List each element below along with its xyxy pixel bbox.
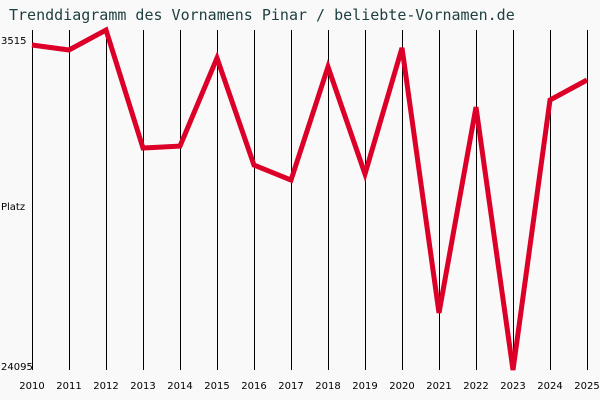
x-tick-label: 2018	[315, 381, 341, 392]
x-tick-label: 2022	[463, 381, 489, 392]
y-axis-label: Platz	[1, 202, 26, 213]
vertical-gridlines	[32, 30, 588, 370]
x-tick-label: 2019	[352, 381, 378, 392]
x-tick-label: 2020	[389, 381, 415, 392]
x-tick-label: 2021	[426, 381, 452, 392]
series-line-pinar	[31, 26, 589, 371]
y-tick-bottom: 24095	[1, 362, 33, 373]
y-tick-top: 3515	[1, 36, 27, 47]
x-tick-label: 2013	[130, 381, 156, 392]
x-tick-label: 2016	[241, 381, 267, 392]
x-tick-label: 2025	[574, 381, 600, 392]
x-tick-label: 2010	[19, 381, 45, 392]
x-tick-label: 2017	[278, 381, 304, 392]
x-tick-label: 2015	[204, 381, 230, 392]
x-tick-label: 2011	[56, 381, 82, 392]
x-tick-label: 2014	[167, 381, 193, 392]
x-tick-label: 2023	[500, 381, 526, 392]
x-tick-label: 2012	[93, 381, 119, 392]
chart-title: Trenddiagramm des Vornamens Pinar / beli…	[9, 6, 515, 24]
x-tick-label: 2024	[537, 381, 563, 392]
